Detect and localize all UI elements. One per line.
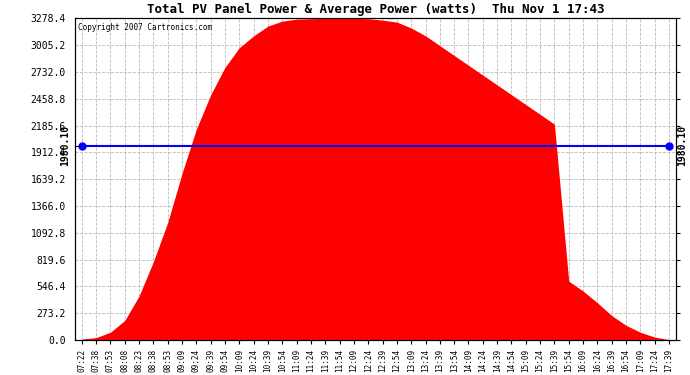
- Text: Copyright 2007 Cartronics.com: Copyright 2007 Cartronics.com: [78, 23, 212, 32]
- Title: Total PV Panel Power & Average Power (watts)  Thu Nov 1 17:43: Total PV Panel Power & Average Power (wa…: [147, 3, 604, 16]
- Text: 1980.10: 1980.10: [678, 125, 687, 166]
